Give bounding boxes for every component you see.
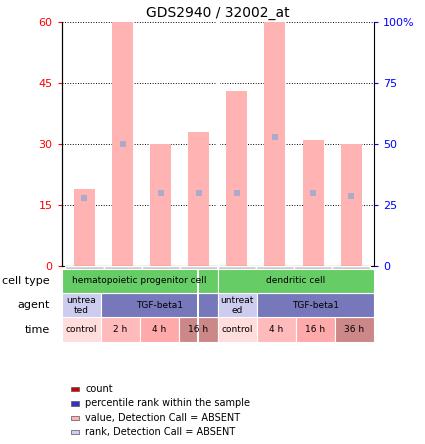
Bar <box>197 269 199 342</box>
Bar <box>257 293 374 317</box>
Text: GSM116317: GSM116317 <box>156 268 165 323</box>
Bar <box>227 91 247 266</box>
Bar <box>303 140 323 266</box>
Bar <box>140 317 179 342</box>
Bar <box>74 189 95 266</box>
Text: percentile rank within the sample: percentile rank within the sample <box>85 398 250 408</box>
Text: GSM116316: GSM116316 <box>118 268 127 323</box>
Title: GDS2940 / 32002_at: GDS2940 / 32002_at <box>146 6 289 20</box>
Text: hematopoietic progenitor cell: hematopoietic progenitor cell <box>73 276 207 285</box>
Bar <box>335 317 374 342</box>
Bar <box>294 266 332 324</box>
Bar <box>188 132 209 266</box>
Bar <box>218 317 257 342</box>
Text: 4 h: 4 h <box>269 325 283 334</box>
Text: cell type: cell type <box>2 276 50 286</box>
Bar <box>256 266 294 324</box>
Text: rank, Detection Call = ABSENT: rank, Detection Call = ABSENT <box>85 427 235 437</box>
Bar <box>65 266 104 324</box>
Bar <box>112 22 133 266</box>
Bar <box>104 266 142 324</box>
Bar <box>180 266 218 324</box>
Text: 4 h: 4 h <box>152 325 166 334</box>
Bar <box>150 144 171 266</box>
Text: GSM116315: GSM116315 <box>80 268 89 323</box>
Bar <box>71 416 79 420</box>
Text: 2 h: 2 h <box>113 325 128 334</box>
Text: control: control <box>65 325 97 334</box>
Bar <box>62 293 101 317</box>
Text: GSM116325: GSM116325 <box>309 268 317 323</box>
Text: agent: agent <box>17 300 50 310</box>
Bar <box>142 266 180 324</box>
Bar <box>296 317 335 342</box>
Bar <box>71 401 79 405</box>
Text: value, Detection Call = ABSENT: value, Detection Call = ABSENT <box>85 413 241 423</box>
Bar <box>332 266 370 324</box>
Bar <box>217 266 219 324</box>
Bar <box>218 266 256 324</box>
Bar <box>218 293 257 317</box>
Text: control: control <box>221 325 253 334</box>
Bar <box>62 317 101 342</box>
Text: 36 h: 36 h <box>344 325 365 334</box>
Text: 16 h: 16 h <box>306 325 326 334</box>
Text: 16 h: 16 h <box>188 325 208 334</box>
Bar <box>218 269 374 293</box>
Bar <box>101 317 140 342</box>
Text: GSM116318: GSM116318 <box>194 268 203 323</box>
Text: GSM116323: GSM116323 <box>232 268 241 323</box>
Bar <box>179 317 218 342</box>
Bar <box>71 430 79 434</box>
Bar <box>71 387 79 391</box>
Text: count: count <box>85 384 113 394</box>
Bar <box>341 144 362 266</box>
Bar <box>264 22 286 266</box>
Bar <box>101 293 218 317</box>
Text: dendritic cell: dendritic cell <box>266 276 326 285</box>
Bar <box>62 269 218 293</box>
Text: time: time <box>25 325 50 335</box>
Text: untrea
ted: untrea ted <box>66 296 96 315</box>
Text: TGF-beta1: TGF-beta1 <box>136 301 183 310</box>
Text: untreat
ed: untreat ed <box>221 296 254 315</box>
Text: TGF-beta1: TGF-beta1 <box>292 301 339 310</box>
Text: GSM116326: GSM116326 <box>347 268 356 323</box>
Bar <box>257 317 296 342</box>
Text: GSM116324: GSM116324 <box>270 268 280 323</box>
